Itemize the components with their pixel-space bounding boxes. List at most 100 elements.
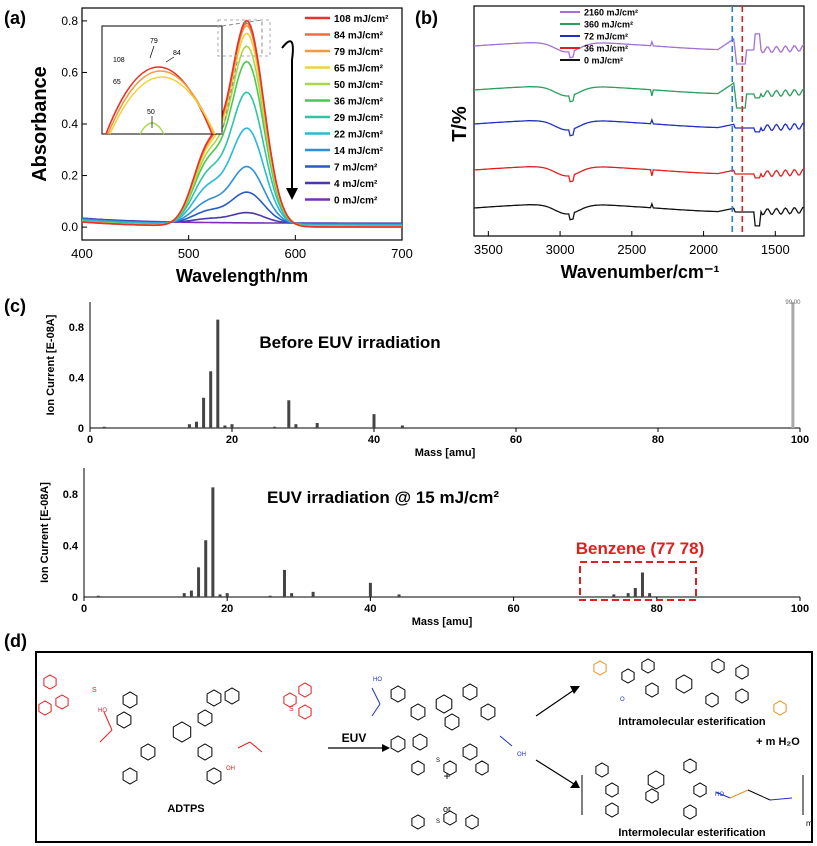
y-axis-label-b: T/% [449, 106, 471, 142]
y-ticks-a: 0.0 0.2 0.4 0.6 0.8 [61, 14, 87, 234]
mass-bar [290, 593, 294, 597]
benzene-ring [298, 704, 312, 720]
atom-label-oh: OH [226, 766, 235, 772]
x-tick-label: 60 [510, 434, 522, 446]
x-tick-label: 2500 [617, 242, 646, 257]
bond [371, 687, 381, 705]
x-axis-label-a: Wavelength/nm [176, 266, 308, 286]
atom-label-ho: HO [373, 677, 382, 683]
mass-bar [182, 593, 186, 597]
benzene-ring [390, 685, 406, 703]
bond [729, 789, 749, 799]
y-tick-label: 0.8 [61, 14, 78, 28]
y-tick-label: 0.4 [63, 540, 79, 552]
benzene-ring [206, 767, 222, 785]
x-tick-label: 400 [71, 246, 93, 261]
x-tick-label: 40 [368, 434, 380, 446]
inset-curve-65 [109, 76, 216, 135]
intramolecular-label: Intramolecular esterification [618, 716, 766, 728]
x-tick-label: 0 [87, 434, 93, 446]
chart-title-c2: EUV irradiation @ 15 mJ/cm² [267, 488, 499, 507]
legend-label: 65 mJ/cm² [334, 64, 384, 75]
x-tick-label: 100 [791, 603, 809, 615]
legend-label: 0 mJ/cm² [334, 196, 378, 207]
x-tick-label: 80 [652, 434, 664, 446]
legend-label: 36 mJ/cm² [584, 44, 628, 54]
benzene-ring [605, 802, 619, 818]
mass-bar [397, 594, 401, 597]
mass-bar [230, 424, 234, 428]
panel-a-absorbance-chart: 0.0 0.2 0.4 0.6 0.8 400 500 600 700 Wavelength/… [29, 7, 413, 286]
zoom-region-box [217, 19, 271, 57]
benzene-ring [475, 760, 489, 776]
bond [499, 735, 513, 747]
inset-label: 79 [150, 38, 158, 45]
x-axis-label-b: Wavenumber/cm⁻¹ [561, 262, 720, 282]
mass-bar [648, 593, 652, 597]
benzene-ring [390, 735, 406, 753]
x-tick-label: 1500 [761, 242, 790, 257]
mass-bar [202, 397, 206, 428]
mass-bar [211, 487, 215, 597]
benzene-ring [480, 703, 496, 721]
benzene-ring [412, 733, 428, 751]
x-tick-label: 100 [791, 434, 809, 446]
atom-label-ho: HO [715, 792, 724, 798]
legend-label: 84 mJ/cm² [334, 31, 384, 42]
benzene-ring [224, 687, 240, 705]
mass-bar [287, 400, 291, 428]
inset-label: 65 [113, 79, 121, 86]
atom-label-s: S [92, 687, 97, 694]
x-tick-label: 500 [178, 246, 200, 261]
atom-label-s: S [436, 758, 440, 764]
mass-bar [216, 319, 220, 428]
benzene-ring [116, 711, 132, 729]
euv-arrow-label: EUV [342, 731, 367, 745]
x-tick-label: 60 [507, 603, 519, 615]
reaction-arrow-head [382, 744, 390, 752]
benzene-ring [206, 689, 222, 707]
inset-label: 84 [173, 50, 181, 57]
mass-bar [612, 594, 616, 597]
legend-label: 0 mJ/cm² [584, 56, 623, 66]
mass-spectrum-before: 0 20 40 60 80 100 0 0.4 0.8 Mass [amu] Ion Current… [45, 300, 809, 459]
benzene-ring [735, 688, 749, 704]
mass-bar [626, 593, 630, 597]
y-tick-label: 0.0 [61, 220, 78, 234]
legend-label: 50 mJ/cm² [334, 80, 384, 91]
mass-bar [282, 569, 286, 597]
branch-arrow-head [570, 686, 580, 694]
benzene-ring [43, 674, 57, 690]
mass-bar [315, 422, 319, 428]
benzene-ring [647, 770, 665, 790]
y-axis-label: Ion Current [E-08A] [45, 314, 57, 415]
mass-bar [189, 590, 193, 597]
benzene-ring [462, 743, 478, 761]
legend-label: 22 mJ/cm² [334, 130, 384, 141]
benzene-ring [55, 694, 69, 710]
inset-pointer [165, 56, 175, 63]
mass-bar [294, 424, 298, 428]
x-tick-label: 0 [81, 603, 87, 615]
benzene-ring [172, 721, 192, 743]
benzene-ring [645, 682, 659, 698]
benzene-ring [283, 692, 297, 708]
benzene-ring [605, 782, 619, 798]
atom-label-s: S [436, 819, 440, 825]
x-tick-label: 3000 [546, 242, 575, 257]
mass-bar [102, 426, 106, 428]
benzene-annotation: Benzene (77 78) [576, 539, 705, 558]
or-label: or [443, 804, 451, 814]
mass-spectrum-after: 0 20 40 60 80 100 0 0.4 0.8 Mass [amu] Ion Current… [39, 468, 809, 628]
y-tick-label: 0.6 [61, 65, 78, 79]
benzene-ring [711, 658, 725, 674]
absorbance-curves [81, 19, 402, 228]
mass-bar [195, 421, 198, 428]
atom-label-s: S [289, 706, 294, 713]
mass-bar [400, 425, 404, 428]
mass-bar [225, 593, 229, 597]
y-axis-label: Ion Current [E-08A] [39, 482, 51, 583]
legend-label: 360 mJ/cm² [584, 20, 633, 30]
plot-frame-b [473, 5, 805, 237]
